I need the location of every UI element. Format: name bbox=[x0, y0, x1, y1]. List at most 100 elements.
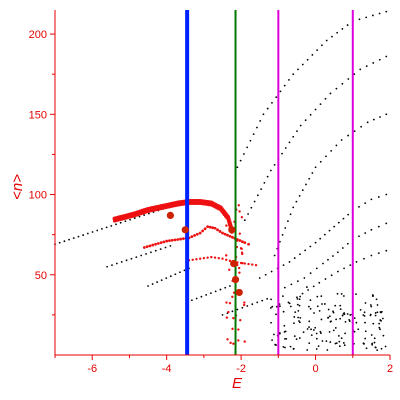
black-point bbox=[63, 240, 66, 243]
black-point bbox=[160, 279, 163, 282]
black-point bbox=[318, 281, 321, 284]
red-point bbox=[202, 256, 206, 260]
red-point bbox=[231, 295, 234, 299]
black-point bbox=[251, 303, 254, 306]
black-point bbox=[326, 349, 329, 351]
black-point bbox=[347, 213, 350, 216]
black-point bbox=[288, 302, 291, 305]
red-point bbox=[203, 227, 207, 231]
black-point bbox=[266, 107, 269, 110]
black-point bbox=[327, 316, 329, 319]
black-point bbox=[295, 200, 298, 203]
black-point bbox=[380, 319, 382, 322]
black-point bbox=[115, 223, 117, 226]
black-point bbox=[329, 92, 332, 95]
red-point bbox=[237, 339, 240, 342]
red-point bbox=[239, 318, 242, 322]
red-point bbox=[228, 301, 232, 305]
black-point bbox=[336, 251, 339, 254]
black-point bbox=[363, 315, 366, 317]
black-point bbox=[301, 63, 304, 66]
black-point bbox=[200, 295, 203, 298]
red-point bbox=[227, 310, 230, 314]
large-marker bbox=[228, 226, 236, 234]
black-point bbox=[315, 332, 318, 335]
black-point bbox=[379, 328, 381, 331]
black-point bbox=[372, 322, 375, 325]
black-point bbox=[283, 84, 286, 87]
black-point bbox=[282, 264, 285, 267]
black-point bbox=[372, 295, 374, 298]
ticks: -6 -4 -2 0 2 50 100 150 200 bbox=[29, 29, 393, 375]
black-point bbox=[315, 337, 318, 340]
black-point bbox=[296, 303, 299, 306]
black-point bbox=[337, 335, 340, 337]
black-point bbox=[355, 261, 358, 263]
black-point bbox=[129, 218, 131, 221]
black-point bbox=[183, 269, 186, 272]
black-point bbox=[120, 261, 123, 263]
black-point bbox=[282, 295, 284, 298]
black-point bbox=[150, 251, 152, 254]
black-point bbox=[348, 318, 351, 321]
black-point bbox=[328, 229, 331, 232]
black-point bbox=[289, 213, 292, 216]
black-point bbox=[385, 193, 388, 196]
black-point bbox=[289, 345, 292, 348]
black-point bbox=[364, 337, 367, 340]
black-point bbox=[243, 219, 246, 222]
black-point bbox=[340, 337, 343, 340]
black-point bbox=[310, 328, 312, 331]
y-tick-label: 50 bbox=[35, 270, 47, 282]
black-point bbox=[285, 337, 288, 340]
black-point bbox=[360, 125, 363, 128]
black-point bbox=[293, 322, 295, 324]
black-point bbox=[293, 316, 296, 318]
black-point bbox=[308, 320, 311, 323]
black-point bbox=[210, 292, 212, 295]
black-point bbox=[376, 304, 379, 306]
black-point bbox=[283, 286, 286, 289]
black-point bbox=[219, 288, 222, 291]
x-tick-label: -6 bbox=[87, 363, 97, 375]
black-point bbox=[323, 303, 326, 305]
black-point bbox=[342, 342, 345, 344]
y-axis-title: <n> bbox=[9, 174, 26, 200]
x-tick-label: -4 bbox=[162, 363, 172, 375]
red-point bbox=[228, 268, 231, 271]
red-point bbox=[159, 241, 163, 245]
red-point bbox=[228, 234, 232, 238]
black-point bbox=[91, 231, 94, 233]
red-point bbox=[240, 247, 243, 251]
black-point bbox=[353, 73, 356, 76]
black-point bbox=[364, 330, 367, 333]
black-point bbox=[363, 257, 365, 260]
black-point bbox=[316, 49, 319, 52]
black-point bbox=[374, 346, 377, 349]
red-point bbox=[168, 239, 171, 243]
black-point bbox=[311, 172, 314, 174]
black-point bbox=[370, 254, 373, 257]
red-point bbox=[206, 256, 209, 259]
red-point bbox=[243, 340, 246, 343]
black-point bbox=[165, 277, 168, 280]
black-point bbox=[338, 340, 341, 343]
black-point bbox=[96, 229, 99, 232]
black-point bbox=[384, 345, 387, 348]
red-point bbox=[254, 263, 258, 267]
black-point bbox=[271, 339, 273, 342]
red-point bbox=[231, 235, 234, 239]
black-point bbox=[385, 222, 388, 225]
black-point bbox=[298, 321, 301, 324]
black-point bbox=[319, 160, 322, 163]
black-point bbox=[372, 62, 375, 64]
black-point bbox=[301, 189, 304, 192]
black-point bbox=[365, 16, 368, 19]
black-point bbox=[282, 345, 285, 348]
black-point bbox=[290, 283, 293, 286]
black-point bbox=[174, 273, 177, 276]
black-point bbox=[58, 241, 61, 244]
black-point bbox=[307, 305, 310, 308]
black-point bbox=[249, 139, 252, 142]
black-point bbox=[320, 332, 322, 334]
